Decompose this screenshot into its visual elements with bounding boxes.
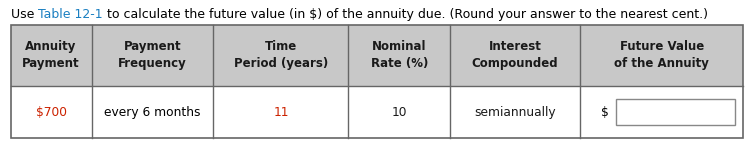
Text: every 6 months: every 6 months	[104, 106, 201, 119]
Text: Payment
Frequency: Payment Frequency	[118, 40, 187, 70]
Text: Use: Use	[11, 8, 38, 21]
Bar	[11, 86, 743, 138]
Text: semiannually: semiannually	[474, 106, 556, 119]
Text: 11: 11	[273, 106, 289, 119]
Text: Table 12-1: Table 12-1	[38, 8, 103, 21]
Bar	[11, 25, 743, 86]
Bar	[616, 99, 735, 125]
Text: to calculate the future value (in $) of the annuity due. (Round your answer to t: to calculate the future value (in $) of …	[103, 8, 707, 21]
Text: Future Value
of the Annuity: Future Value of the Annuity	[615, 40, 709, 70]
Text: $700: $700	[35, 106, 66, 119]
Text: Interest
Compounded: Interest Compounded	[472, 40, 559, 70]
Text: $: $	[601, 106, 609, 119]
Text: Nominal
Rate (%): Nominal Rate (%)	[371, 40, 428, 70]
Text: 10: 10	[391, 106, 407, 119]
Text: Annuity
Payment: Annuity Payment	[23, 40, 80, 70]
Bar	[11, 25, 743, 138]
Text: Time
Period (years): Time Period (years)	[234, 40, 328, 70]
